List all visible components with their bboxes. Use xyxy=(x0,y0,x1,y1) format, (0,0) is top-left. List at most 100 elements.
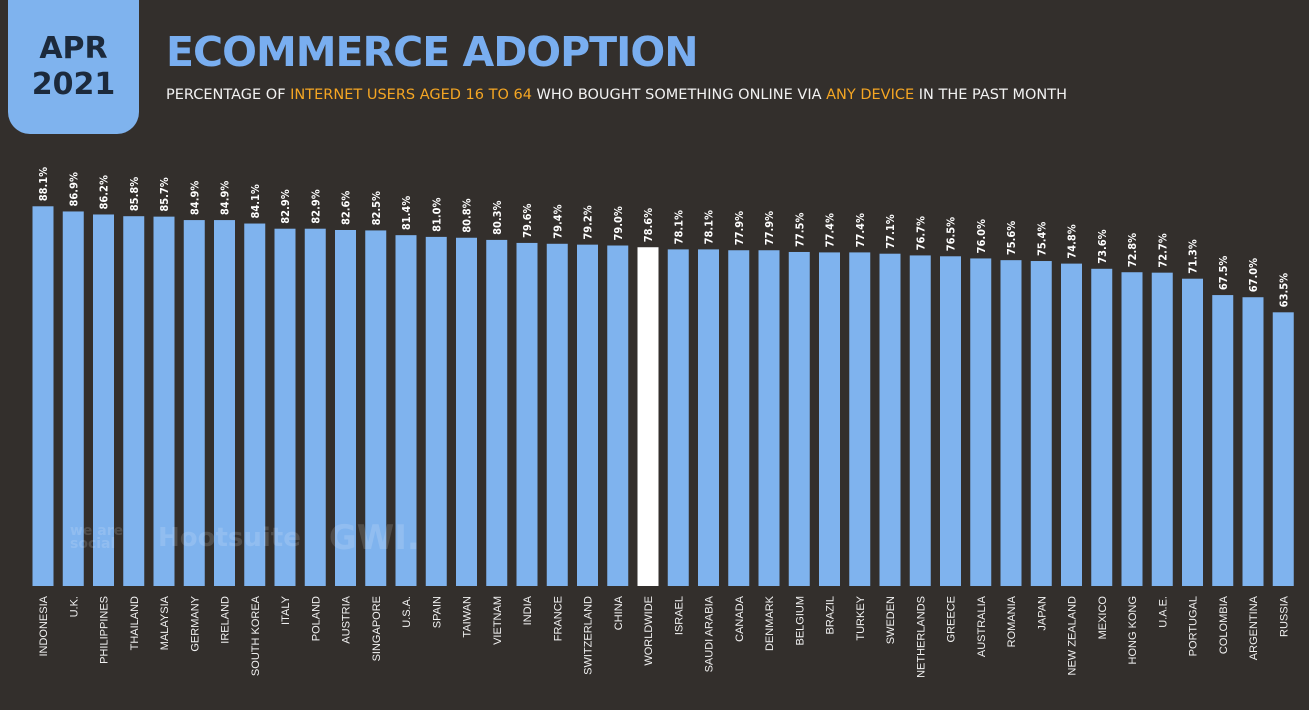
bar-u-a-e- xyxy=(1151,272,1173,586)
bar-thailand xyxy=(123,216,145,586)
bar-vietnam xyxy=(486,239,508,587)
data-label: 76.0% xyxy=(975,219,988,253)
category-label: INDONESIA xyxy=(38,595,50,656)
data-label: 82.9% xyxy=(309,189,322,223)
category-label: SOUTH KOREA xyxy=(250,595,262,676)
data-label: 71.3% xyxy=(1187,239,1200,273)
bar-saudi-arabia xyxy=(698,249,719,586)
bar-india xyxy=(516,242,538,586)
bar-south-korea xyxy=(244,223,266,587)
bar-malaysia xyxy=(153,216,175,586)
bar-u-k- xyxy=(62,211,84,586)
bar-sweden xyxy=(879,253,901,586)
data-label: 79.2% xyxy=(582,205,595,239)
subtitle-part: PERCENTAGE OF xyxy=(166,87,291,103)
category-label: BELGIUM xyxy=(794,596,806,646)
data-label: 76.5% xyxy=(945,217,958,251)
bar-singapore xyxy=(365,230,387,587)
category-label: NETHERLANDS xyxy=(915,596,927,678)
category-label: CANADA xyxy=(734,595,746,642)
chart-subtitle: PERCENTAGE OF INTERNET USERS AGED 16 TO … xyxy=(166,87,1067,103)
chart-title: ECOMMERCE ADOPTION xyxy=(166,28,699,76)
subtitle-highlight: INTERNET USERS AGED 16 TO 64 xyxy=(290,87,532,103)
data-label: 84.1% xyxy=(249,184,262,218)
data-label: 80.8% xyxy=(461,198,474,232)
data-label: 84.9% xyxy=(188,181,201,215)
category-label: VIETNAM xyxy=(492,596,504,645)
data-label: 77.4% xyxy=(854,213,867,247)
bar-greece xyxy=(940,256,961,586)
data-label: 74.8% xyxy=(1066,224,1079,258)
data-label: 79.0% xyxy=(612,206,625,240)
data-label: 86.2% xyxy=(98,175,111,209)
bar-austria xyxy=(335,229,356,586)
bar-mexico xyxy=(1091,268,1113,586)
data-label: 81.4% xyxy=(400,196,413,230)
bar-taiwan xyxy=(456,237,477,586)
category-label: THAILAND xyxy=(129,596,141,650)
bar-worldwide xyxy=(637,247,659,586)
category-label: PORTUGAL xyxy=(1188,596,1200,656)
data-label: 84.9% xyxy=(219,181,232,215)
data-label: 80.3% xyxy=(491,200,504,234)
category-label: CHINA xyxy=(613,595,625,630)
subtitle-part: WHO BOUGHT SOMETHING ONLINE VIA xyxy=(531,87,827,103)
data-label: 72.7% xyxy=(1156,233,1169,267)
bar-u-s-a- xyxy=(395,235,417,586)
data-label: 78.1% xyxy=(703,210,716,244)
bar-belgium xyxy=(788,251,810,586)
bar-philippines xyxy=(93,214,114,586)
category-label: WORLDWIDE xyxy=(643,596,655,666)
bar-indonesia xyxy=(32,206,54,586)
category-label: SWITZERLAND xyxy=(583,596,595,675)
category-label: GREECE xyxy=(946,596,958,642)
category-label: U.S.A. xyxy=(401,596,413,628)
bar-spain xyxy=(425,236,447,586)
category-label: AUSTRIA xyxy=(341,595,353,643)
category-label: TAIWAN xyxy=(462,596,474,638)
data-label: 85.8% xyxy=(128,177,141,211)
data-label: 79.6% xyxy=(521,204,534,238)
data-label: 75.6% xyxy=(1005,221,1018,255)
category-label: BRAZIL xyxy=(825,596,837,635)
data-label: 78.6% xyxy=(642,208,655,242)
category-label: IRELAND xyxy=(220,596,232,644)
subtitle-part: IN THE PAST MONTH xyxy=(914,87,1067,103)
data-label: 72.8% xyxy=(1126,233,1139,267)
bar-hong-kong xyxy=(1121,272,1143,586)
category-label: DENMARK xyxy=(764,595,776,651)
bar-france xyxy=(546,243,568,586)
category-label: FRANCE xyxy=(552,596,564,641)
bar-israel xyxy=(667,249,689,586)
bar-brazil xyxy=(819,252,840,586)
category-label: GERMANY xyxy=(189,595,201,651)
data-label: 67.5% xyxy=(1217,256,1230,290)
badge-month: APR xyxy=(39,31,108,66)
category-label: SINGAPORE xyxy=(371,596,383,661)
data-label: 82.5% xyxy=(370,191,383,225)
category-label: MEXICO xyxy=(1097,596,1109,640)
bar-colombia xyxy=(1212,295,1234,586)
category-label: INDIA xyxy=(522,595,534,625)
data-label: 67.0% xyxy=(1247,258,1260,292)
category-label: SAUDI ARABIA xyxy=(704,595,716,672)
data-label: 81.0% xyxy=(430,197,443,231)
category-label: ARGENTINA xyxy=(1248,595,1260,660)
category-label: TURKEY xyxy=(855,595,867,640)
data-label: 79.4% xyxy=(551,204,564,238)
category-label: ITALY xyxy=(280,595,292,625)
category-label: NEW ZEALAND xyxy=(1067,596,1079,676)
data-label: 82.9% xyxy=(279,189,292,223)
category-label: ISRAEL xyxy=(673,596,685,635)
bar-new-zealand xyxy=(1061,263,1082,586)
category-label: POLAND xyxy=(310,596,322,641)
category-label: SWEDEN xyxy=(885,596,897,644)
data-label: 77.5% xyxy=(793,213,806,247)
data-label: 77.9% xyxy=(763,211,776,245)
badge-year: 2021 xyxy=(31,67,116,102)
bar-romania xyxy=(1000,260,1022,586)
data-label: 78.1% xyxy=(672,210,685,244)
category-label: MALAYSIA xyxy=(159,595,171,650)
category-label: AUSTRALIA xyxy=(976,595,988,657)
